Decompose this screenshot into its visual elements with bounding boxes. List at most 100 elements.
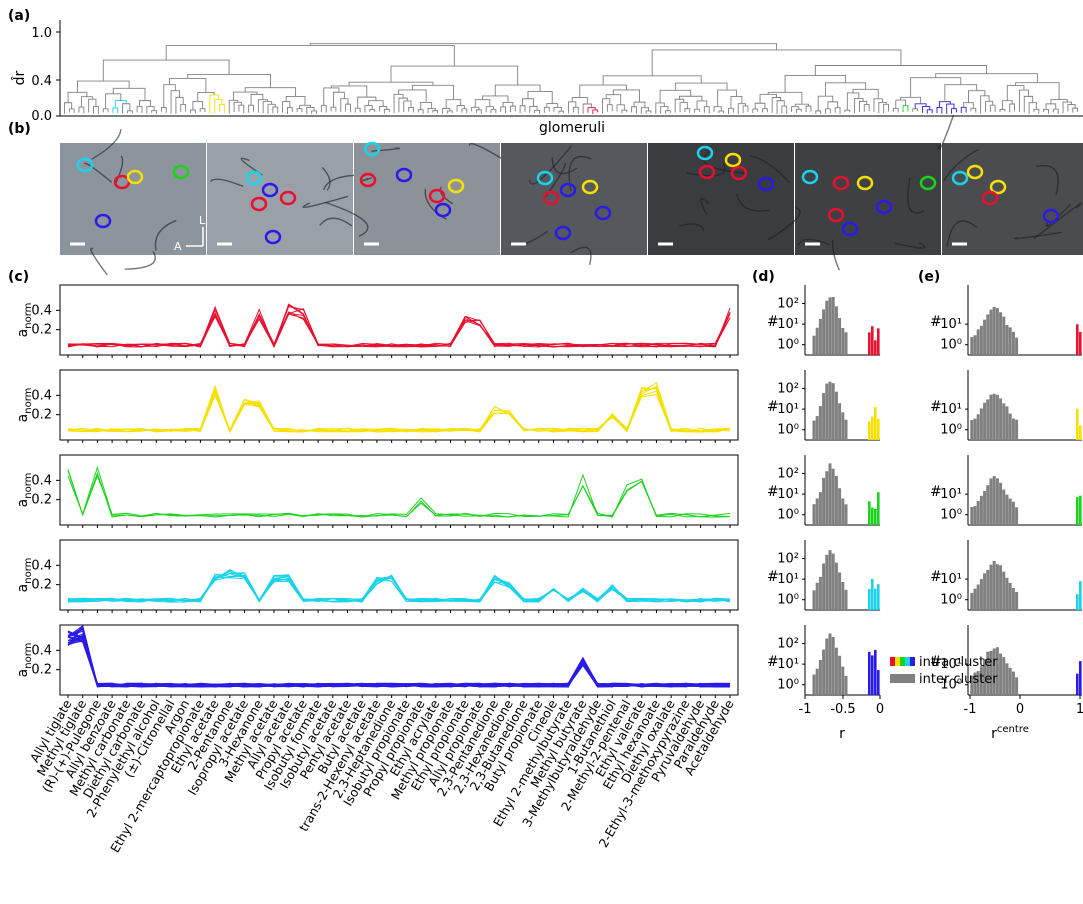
blood-vessel <box>154 219 177 251</box>
histogram-bar-inter <box>815 416 819 440</box>
legend-intra-swatch <box>905 657 910 666</box>
dendrogram-link <box>752 108 759 113</box>
legend-intra-swatch <box>890 657 895 666</box>
histogram-ylabel: # <box>930 484 942 500</box>
blood-vessel <box>735 193 770 212</box>
histogram-bar-intra <box>877 584 880 610</box>
dendrogram-link <box>309 43 777 50</box>
dendrogram-link <box>1067 104 1076 112</box>
histogram-bar-inter <box>999 312 1003 355</box>
glomerulus-marker <box>594 205 612 221</box>
histogram-bar-intra <box>1079 332 1082 355</box>
dendrogram-link <box>776 100 785 114</box>
blood-vessel <box>831 239 840 271</box>
histogram-bar-inter <box>1005 406 1009 440</box>
dendrogram-link <box>602 75 702 86</box>
dendrogram-link <box>936 106 943 114</box>
dendrogram-link <box>742 105 749 113</box>
dendrogram-link <box>846 92 860 111</box>
histogram-bar-inter <box>995 308 999 355</box>
histogram-bar-intra <box>1079 495 1082 525</box>
dendrogram-link <box>814 65 987 76</box>
histogram-bar-intra <box>868 421 871 440</box>
orientation-l-label: L <box>199 214 206 227</box>
histogram-bar-inter <box>844 332 848 355</box>
dendrogram-link <box>320 104 327 113</box>
dendrogram-link <box>1006 85 1025 101</box>
histogram-bar-inter <box>812 590 816 610</box>
glomerulus-marker <box>359 172 377 188</box>
histogram-bar-inter <box>999 482 1003 525</box>
response-trace <box>67 638 731 688</box>
response-trace <box>67 636 731 688</box>
dendrogram-link <box>863 104 870 112</box>
trace-axes <box>59 454 739 526</box>
blood-vessel <box>797 238 830 246</box>
dendrogram-link <box>354 107 361 113</box>
histogram-bar-inter <box>973 335 977 355</box>
histogram-bar-inter <box>1002 403 1006 440</box>
histogram-bar-intra <box>874 340 877 355</box>
histogram-bar-inter <box>992 560 996 610</box>
dendrogram-link <box>878 102 887 113</box>
panel-b-label: (b) <box>8 121 31 137</box>
dendrogram-link <box>272 106 279 114</box>
histogram-bar-inter <box>831 553 835 610</box>
histogram-bar-intra <box>871 416 874 440</box>
response-trace <box>67 304 731 348</box>
dendrogram-link <box>754 102 766 110</box>
dendrogram-link <box>737 103 746 115</box>
histogram-xtick-label: -1 <box>799 702 812 717</box>
dendrogram-link <box>112 87 146 101</box>
dendrogram-link <box>77 80 130 93</box>
dendrogram-link <box>679 102 688 113</box>
histogram-xtick-label: 1 <box>1076 702 1083 717</box>
dendrogram-link <box>306 106 315 114</box>
histogram-bar-inter <box>1002 489 1006 525</box>
dendrogram-ytick-label: 0.4 <box>31 74 52 89</box>
histogram-bar-inter <box>1015 677 1019 695</box>
dendrogram-link <box>572 106 579 114</box>
response-trace <box>67 638 731 688</box>
glomerulus-marker <box>76 157 94 173</box>
dendrogram-tree <box>63 43 1079 115</box>
glomerulus-marker <box>542 190 560 206</box>
histogram-bar-inter <box>828 550 832 610</box>
histogram-bar-inter <box>976 329 980 355</box>
histogram-bar-inter <box>992 476 996 525</box>
histogram-bar-inter <box>979 495 983 525</box>
histogram-bar-inter <box>1015 419 1019 440</box>
histogram-bar-inter <box>831 637 835 695</box>
histogram-bar-inter <box>815 668 819 695</box>
histogram-ytick-label: 10⁰ <box>777 338 799 353</box>
dendrogram-link <box>445 99 462 109</box>
dendrogram-ytick-label: 1.0 <box>31 26 52 41</box>
blood-vessel <box>124 250 156 270</box>
dendrogram-link <box>852 88 879 99</box>
dendrogram-link <box>553 106 562 112</box>
histogram-bar-intra <box>877 418 880 440</box>
histogram-ytick-label: 10¹ <box>777 402 799 417</box>
dendrogram-link <box>490 108 497 114</box>
glomerulus-marker <box>279 190 297 206</box>
histogram-ytick-label: 10² <box>777 637 799 652</box>
histogram-bar-intra <box>871 655 874 695</box>
legend-inter-label: inter cluster <box>919 672 998 687</box>
blood-vessel <box>322 174 355 191</box>
trace-axes <box>59 624 739 696</box>
dendrogram-link <box>892 107 899 113</box>
histogram-xtick-label: 0 <box>876 702 884 717</box>
histogram-bar-inter <box>989 478 993 525</box>
blood-vessel <box>319 217 353 227</box>
histogram-bar-intra <box>874 508 877 525</box>
histogram-bar-inter <box>1002 657 1006 695</box>
response-trace <box>67 640 731 688</box>
response-trace <box>67 470 731 518</box>
dendrogram-link <box>825 108 831 114</box>
dendrogram-link <box>146 106 155 114</box>
glomerulus-marker <box>536 170 554 186</box>
dendrogram-link <box>78 106 85 114</box>
dendrogram-link <box>471 106 480 112</box>
histogram-bar-intra <box>877 492 880 525</box>
